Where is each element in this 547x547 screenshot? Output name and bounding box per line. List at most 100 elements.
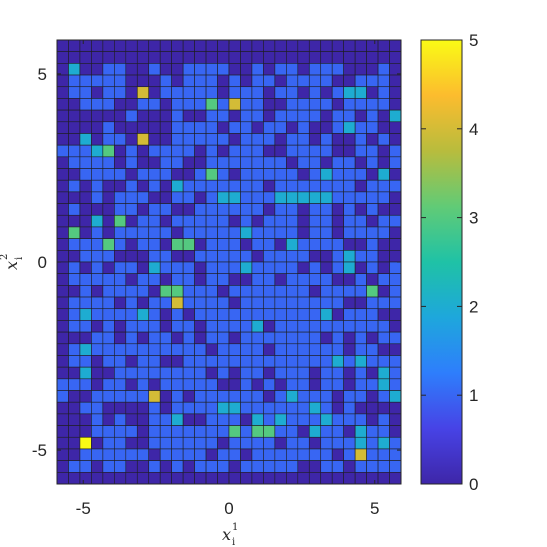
heatmap-cell xyxy=(195,391,206,403)
heatmap-cell xyxy=(344,215,355,227)
heatmap-cell xyxy=(367,437,378,449)
heatmap-cell xyxy=(275,332,286,344)
heatmap-cell xyxy=(103,274,114,286)
heatmap-cell xyxy=(218,87,229,99)
heatmap-cell xyxy=(114,110,125,122)
heatmap-cell xyxy=(367,122,378,134)
heatmap-cell xyxy=(80,414,91,426)
heatmap-cell xyxy=(309,227,320,239)
heatmap-cell xyxy=(183,297,194,309)
heatmap-cell xyxy=(229,98,240,110)
heatmap-cell xyxy=(137,169,148,181)
heatmap-cell xyxy=(321,250,332,262)
heatmap-cell xyxy=(309,344,320,356)
heatmap-cell xyxy=(126,426,137,438)
heatmap-cell xyxy=(321,379,332,391)
heatmap-cell xyxy=(80,309,91,321)
heatmap-cell xyxy=(183,472,194,484)
heatmap-cell xyxy=(218,250,229,262)
heatmap-cell xyxy=(355,344,366,356)
heatmap-cell xyxy=(355,250,366,262)
heatmap-cell xyxy=(172,262,183,274)
heatmap-cell xyxy=(114,52,125,64)
heatmap-cell xyxy=(367,285,378,297)
heatmap-cell xyxy=(252,367,263,379)
heatmap-cell xyxy=(91,169,102,181)
heatmap-cell xyxy=(137,367,148,379)
heatmap-cell xyxy=(57,145,68,157)
heatmap-cell xyxy=(321,426,332,438)
heatmap-cell xyxy=(344,98,355,110)
heatmap-cell xyxy=(172,40,183,52)
heatmap-cell xyxy=(68,87,79,99)
heatmap-cell xyxy=(344,122,355,134)
heatmap-cell xyxy=(91,309,102,321)
heatmap-cell xyxy=(149,355,160,367)
heatmap-cell xyxy=(195,379,206,391)
heatmap-cell xyxy=(263,391,274,403)
heatmap-cell xyxy=(68,192,79,204)
heatmap-cell xyxy=(355,40,366,52)
heatmap-cell xyxy=(298,285,309,297)
heatmap-cell xyxy=(298,461,309,473)
heatmap-cell xyxy=(103,426,114,438)
heatmap-cell xyxy=(91,250,102,262)
heatmap-cell xyxy=(137,63,148,75)
heatmap-cell xyxy=(390,449,401,461)
heatmap-cell xyxy=(80,75,91,87)
heatmap-cell xyxy=(206,344,217,356)
heatmap-cell xyxy=(390,379,401,391)
heatmap-cell xyxy=(286,250,297,262)
heatmap-cell xyxy=(218,98,229,110)
heatmap-cell xyxy=(137,262,148,274)
heatmap-cell xyxy=(126,87,137,99)
heatmap-cell xyxy=(229,355,240,367)
heatmap-cell xyxy=(206,250,217,262)
heatmap-cell xyxy=(286,169,297,181)
heatmap-cell xyxy=(160,355,171,367)
heatmap-cell xyxy=(206,239,217,251)
heatmap-cell xyxy=(344,320,355,332)
heatmap-cell xyxy=(309,133,320,145)
heatmap-cell xyxy=(57,391,68,403)
heatmap-cell xyxy=(286,157,297,169)
heatmap-cell xyxy=(252,274,263,286)
heatmap-cell xyxy=(321,169,332,181)
heatmap-cell xyxy=(263,133,274,145)
heatmap-cell xyxy=(68,332,79,344)
heatmap-cell xyxy=(218,391,229,403)
heatmap-cell xyxy=(344,379,355,391)
heatmap-cell xyxy=(126,122,137,134)
heatmap-cell xyxy=(114,157,125,169)
heatmap-cell xyxy=(240,402,251,414)
heatmap-cell xyxy=(252,227,263,239)
heatmap-cell xyxy=(137,274,148,286)
heatmap-cell xyxy=(355,169,366,181)
heatmap-cell xyxy=(286,122,297,134)
heatmap-cell xyxy=(57,40,68,52)
heatmap-cell xyxy=(149,285,160,297)
heatmap-cell xyxy=(126,449,137,461)
heatmap-cell xyxy=(286,192,297,204)
heatmap-cell xyxy=(390,192,401,204)
heatmap-cell xyxy=(229,75,240,87)
heatmap-cell xyxy=(91,472,102,484)
y-axis-label-sub: i xyxy=(14,257,25,260)
heatmap-cell xyxy=(68,402,79,414)
heatmap-cell xyxy=(390,227,401,239)
heatmap-cell xyxy=(57,262,68,274)
heatmap-cell xyxy=(91,449,102,461)
heatmap-cell xyxy=(114,215,125,227)
heatmap-cell xyxy=(160,379,171,391)
heatmap-cell xyxy=(321,98,332,110)
heatmap-cell xyxy=(91,227,102,239)
heatmap-cell xyxy=(57,379,68,391)
heatmap-cell xyxy=(332,274,343,286)
heatmap-cell xyxy=(91,262,102,274)
heatmap-cell xyxy=(126,180,137,192)
heatmap-cell xyxy=(218,75,229,87)
heatmap-cell xyxy=(103,320,114,332)
heatmap-cell xyxy=(309,332,320,344)
heatmap-cell xyxy=(149,239,160,251)
heatmap-cell xyxy=(206,63,217,75)
